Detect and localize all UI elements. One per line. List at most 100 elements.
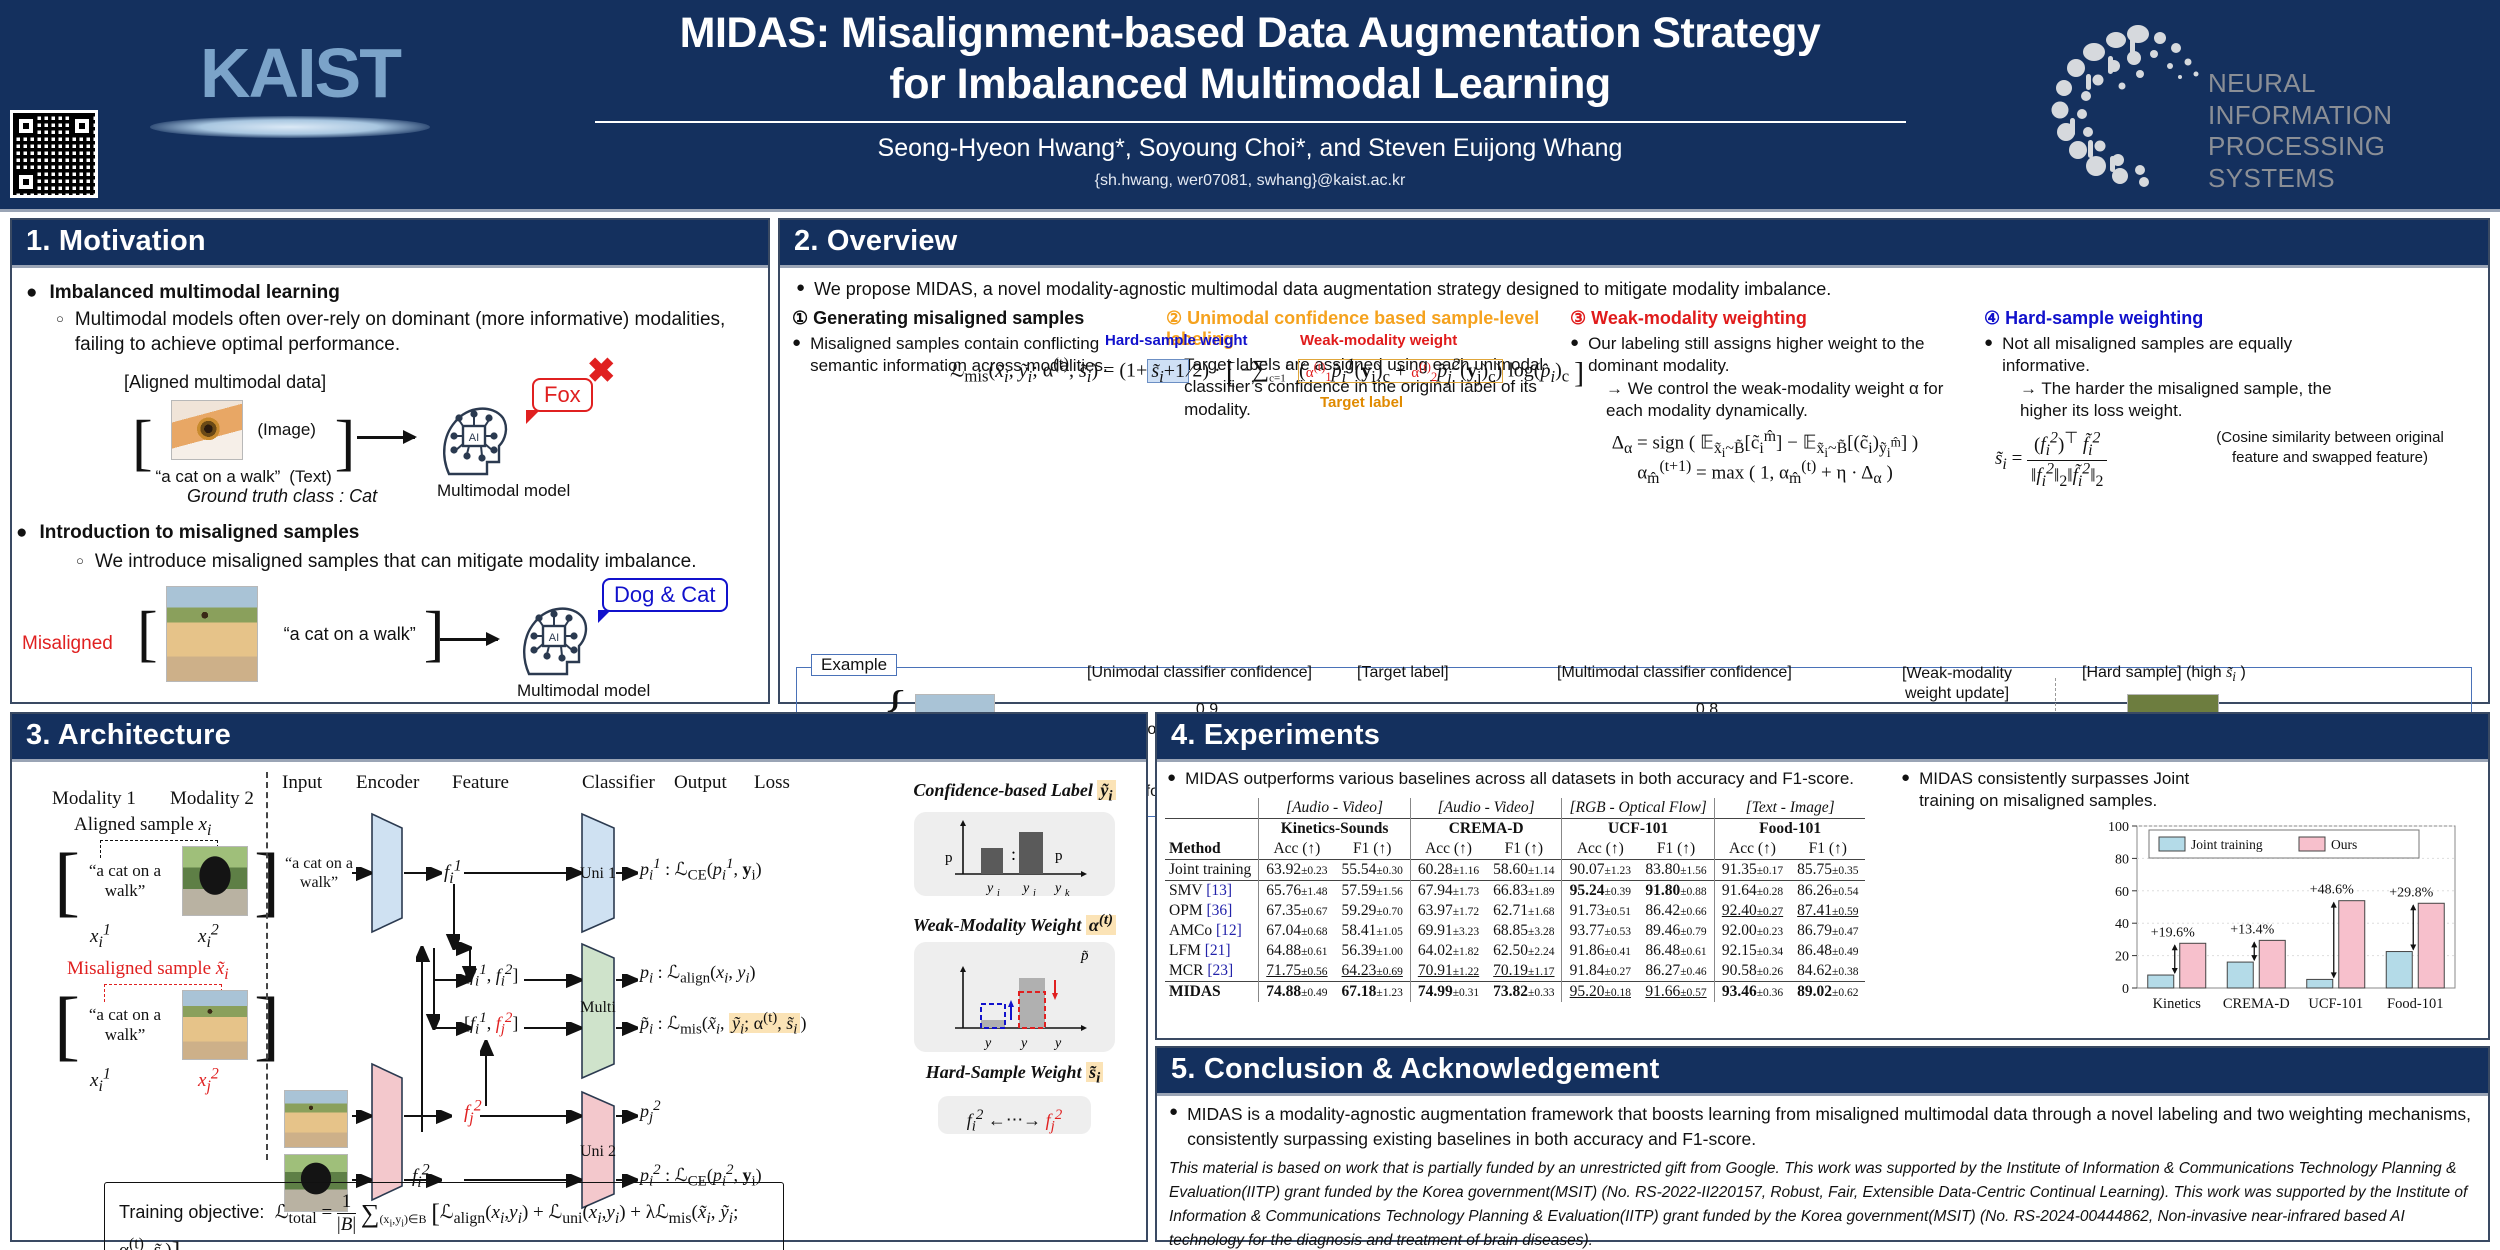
table-cell-value: 67.18±1.23 [1334, 981, 1411, 1002]
bullet-dot-icon-e2: ● [1901, 769, 1911, 786]
flow-arrow-2-icon [440, 632, 500, 646]
table-cell-value: 91.66±0.57 [1638, 981, 1715, 1002]
xtick-Kinetics: Kinetics [2153, 996, 2202, 1012]
svg-text:40: 40 [2115, 917, 2129, 932]
table-cell-method: Joint training [1165, 859, 1259, 881]
prediction-fox-label: Fox [532, 378, 593, 412]
right-bracket-icon: ] [334, 409, 356, 478]
dataset-2: UCF-101 [1561, 818, 1715, 839]
annotation-UCF-101: +48.6% [2310, 883, 2354, 898]
metric-acc-1: Acc (↑) [1409, 839, 1487, 860]
table-cell-value: 83.80±1.56 [1638, 859, 1715, 881]
overview-col-4-arrow: → The harder the misaligned sample, the … [2020, 378, 2332, 421]
table-cell-value: 86.79±0.47 [1797, 922, 1859, 939]
svg-text:p̃: p̃ [1080, 948, 1089, 964]
table-cell-value: 58.41±1.05 [1341, 922, 1403, 939]
kaist-wordmark: KAIST [200, 34, 402, 112]
misaligned-text-modality: “a cat on a walk” [88, 1004, 162, 1044]
table-cell-value: 90.07±1.23 [1561, 859, 1639, 881]
table-row: OPM [36] 67.35±0.67 59.29±0.70 63.97±1.72 62… [1165, 901, 1865, 921]
conclusion-text: MIDAS is a modality-agnostic augmentatio… [1187, 1104, 2472, 1149]
annotation-CREMA-D: +13.4% [2230, 922, 2274, 937]
dataset-0: Kinetics-Sounds [1258, 818, 1411, 839]
table-cell-value: 86.27±0.46 [1645, 962, 1707, 979]
table-cell-value: 89.46±0.79 [1645, 922, 1707, 939]
metric-acc-3: Acc (↑) [1713, 839, 1791, 860]
table-cell-value: 86.48±0.61 [1645, 942, 1707, 959]
bullet-dot-icon-c1: ● [792, 333, 802, 351]
aligned-sample-group: [ (Image) “a cat on a walk” (Text) ] [132, 400, 355, 487]
encoder-2-shape [371, 1062, 403, 1202]
bar-Kinetics-Joint training [2147, 974, 2175, 989]
table-row: MIDAS 74.88±0.49 67.18±1.23 74.99±0.31 73.82… [1165, 981, 1866, 1002]
architecture-diagram: Uni 1 Multi Uni 2 [352, 812, 874, 1210]
svg-text:y: y [983, 1036, 992, 1051]
overview-col-2-text: Target labels are assigned using each un… [1184, 354, 1544, 419]
qr-code[interactable] [10, 110, 98, 198]
svg-text:p: p [1055, 848, 1063, 864]
svg-text:y: y [1019, 1036, 1028, 1051]
svg-text:AI: AI [469, 432, 479, 444]
motivation-bullet-1: ● Imbalanced multimodal learning [26, 282, 756, 304]
overview-col-3-body: ● Our labeling still assigns higher weig… [1570, 333, 1970, 378]
misalignment-loss-formula: ℒmis(x̃i, ỹi; α(t), s̃i) = (1+ s̃i+1 ⁄2) … [950, 354, 1585, 390]
aligned-sample-text: Aligned sample [74, 814, 194, 835]
example-hard-header-text: [Hard sample] (high [2082, 663, 2227, 681]
arch-dog-photo [284, 1090, 348, 1148]
aligned-data-caption: [Aligned multimodal data] [124, 372, 327, 392]
dataset-1: CREMA-D [1409, 818, 1562, 839]
ai-brain-icon: AI [443, 407, 508, 476]
arch-input-text: “a cat on a walk” [285, 855, 353, 892]
prediction-dogcat-label: Dog & Cat [602, 578, 728, 612]
svg-text:j: j [1031, 888, 1036, 896]
table-cell-value: 85.75±0.35 [1790, 859, 1866, 881]
table-cell-value: 67.04±0.68 [1258, 921, 1335, 941]
overview-col-2-body: ● Target labels are assigned using each … [1166, 354, 1556, 421]
ph-feature: Feature [452, 772, 509, 793]
results-table-wrap: [Audio - Video] [Audio - Video] [RGB - O… [1165, 798, 1866, 1002]
step-number-4: ④ [1984, 307, 2001, 328]
bar-Food-101-Ours [2417, 902, 2445, 989]
multimodal-model-label-2: Multimodal model [517, 681, 651, 700]
weak-weight-bars-icon: p̃ y y y [954, 948, 1089, 1051]
table-cell-value: 74.88±0.49 [1258, 981, 1335, 1002]
overview-col-1-body: ● Misaligned samples contain conflicting… [792, 333, 1152, 378]
results-table: [Audio - Video] [Audio - Video] [RGB - O… [1165, 798, 1866, 1002]
metric-f1-0: F1 (↑) [1353, 840, 1392, 857]
svg-text:y: y [1021, 881, 1030, 896]
table-cell-value: 68.85±3.28 [1493, 922, 1555, 939]
svg-text:p: p [945, 850, 953, 866]
weak-weight-title: Weak-Modality Weight α(t) [892, 912, 1137, 936]
svg-text:Multi: Multi [580, 999, 616, 1016]
method-header: Method [1169, 840, 1221, 857]
table-metric-row: Method Acc (↑) F1 (↑) Acc (↑) F1 (↑) Acc… [1165, 839, 1865, 860]
target-label-annotation: Target label [1320, 394, 1404, 411]
overview-col-1-title: ① Generating misaligned samples [792, 308, 1152, 329]
misaligned-sample-label: Misaligned sample x̃i [67, 958, 229, 983]
acknowledgement-text: This material is based on work that is p… [1169, 1160, 2468, 1250]
modality2-label: Modality 2 [170, 788, 254, 809]
metric-f1-1: F1 (↑) [1504, 840, 1543, 857]
poster-title-line2: for Imbalanced Multimodal Learning [889, 59, 1611, 108]
metric-acc-2: Acc (↑) [1561, 839, 1639, 860]
overview-lead-text: We propose MIDAS, a novel modality-agnos… [814, 279, 1832, 299]
table-cell-value: 70.19±1.17 [1493, 962, 1555, 979]
table-cell-value: 65.76±1.48 [1258, 880, 1335, 901]
table-cell-value: 64.88±0.61 [1258, 941, 1335, 961]
training-objective-formula: ℒtotal = 1 |B| ∑(xi,yi)∈B [ℒalign(xi,yi)… [119, 1191, 739, 1250]
section-architecture: 3. Architecture Modality 1 Modality 2 Al… [10, 712, 1148, 1250]
annotation-Kinetics: +19.6% [2151, 925, 2195, 940]
legend-Ours: Ours [2331, 837, 2357, 852]
section1-heading: 1. Motivation [12, 220, 768, 268]
section-overview: 2. Overview ● We propose MIDAS, a novel … [778, 218, 2490, 817]
weak-weight-text: Weak-Modality Weight [912, 915, 1082, 935]
table-cell-value: 62.50±2.24 [1493, 942, 1555, 959]
example-col-hard-header: [Hard sample] (high s̃i ) [2082, 663, 2246, 684]
conf-label-text: Confidence-based Label [913, 780, 1093, 800]
table-row: LFM [21] 64.88±0.61 56.39±1.00 64.02±1.82 62… [1165, 941, 1865, 961]
kaist-swoosh-icon [150, 116, 430, 138]
feature-f1-label: fi1 [444, 858, 462, 888]
poster-header: KAIST MIDAS: Misalignment-based Data Aug… [0, 0, 2500, 212]
misaligned-x2-label: xj2 [198, 1066, 219, 1096]
overview-col-4-title: ④ Hard-sample weighting [1984, 308, 2364, 329]
